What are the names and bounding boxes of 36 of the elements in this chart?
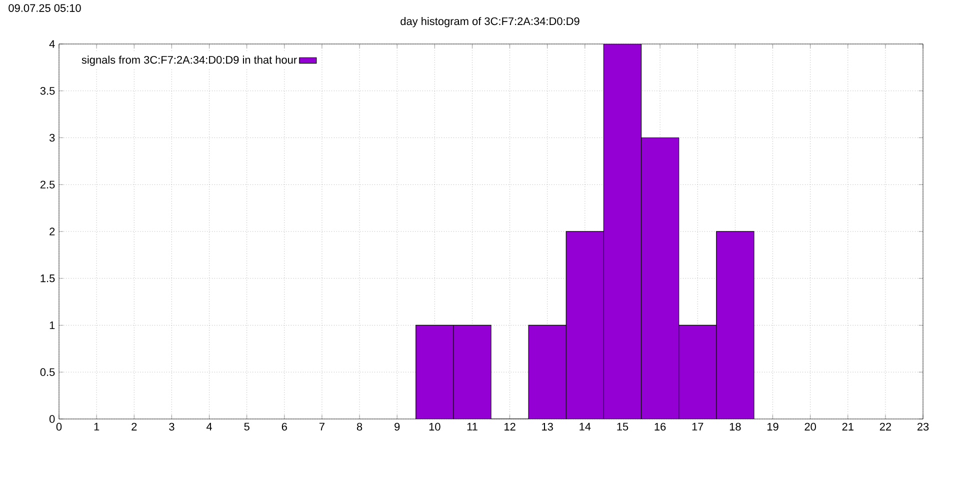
chart-title: day histogram of 3C:F7:2A:34:D0:D9 [400,17,580,28]
text: 09.07.25 05:10 [8,4,81,12]
x-tick-label: 10 [429,422,440,431]
x-tick-label: 1 [94,422,100,430]
y-tick-label: 1 [50,321,55,330]
x-tick-label: 22 [880,422,891,430]
x-tick-label: 0 [56,422,62,431]
x-tick-label: 5 [244,422,250,430]
x-tick-label: 21 [842,422,854,430]
x-tick-label: 17 [692,422,704,430]
x-tick-label: 23 [917,422,929,431]
x-tick-label: 3 [169,422,174,431]
y-tick-label: 0.5 [40,368,55,376]
y-tick-label: 3 [49,134,55,142]
x-tick-label: 9 [394,422,400,431]
y-tick-label: 3.5 [40,86,55,95]
x-tick-label: 15 [617,422,628,430]
x-tick-label: 8 [356,422,362,431]
x-tick-label: 2 [132,422,137,430]
x-tick-label: 19 [767,422,778,431]
x-tick-label: 7 [319,422,324,430]
legend-label: signals from 3C:F7:2A:34:D0:D9 in that hour [82,56,297,66]
x-tick-label: 4 [206,422,212,430]
x-tick-label: 14 [580,422,591,430]
x-tick-label: 18 [730,422,741,431]
y-tick-label: 1.5 [40,274,55,282]
x-tick-label: 13 [542,422,553,431]
x-tick-label: 6 [282,422,287,431]
x-tick-label: 20 [804,422,816,431]
y-tick-label: 4 [49,40,55,48]
x-tick-label: 16 [654,422,666,431]
y-tick-label: 0 [49,415,55,423]
x-tick-label: 11 [467,422,478,430]
x-tick-label: 12 [504,422,516,430]
y-tick-label: 2 [50,228,55,236]
y-tick-label: 2.5 [40,180,55,188]
